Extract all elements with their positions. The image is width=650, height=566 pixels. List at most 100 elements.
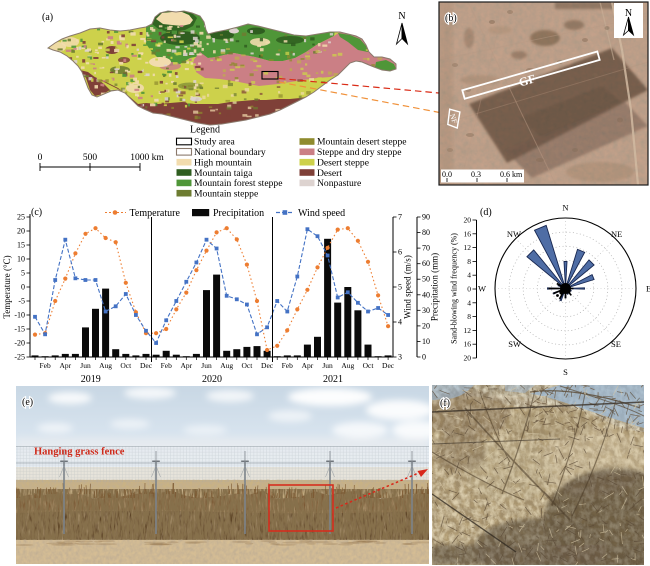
svg-text:Hanging grass fence: Hanging grass fence [34,447,125,458]
svg-text:Aug: Aug [99,361,112,370]
svg-text:N: N [398,11,405,22]
svg-text:6: 6 [398,248,402,257]
svg-text:12: 12 [464,326,472,335]
svg-text:12: 12 [464,243,472,252]
svg-text:SE: SE [611,339,621,349]
svg-text:4: 4 [398,318,402,327]
svg-text:Feb: Feb [282,361,294,370]
svg-text:Study area: Study area [194,137,236,148]
svg-text:4: 4 [467,271,471,280]
svg-text:Mountain forest steppe: Mountain forest steppe [194,178,282,189]
svg-text:20: 20 [464,354,472,363]
svg-text:Legend: Legend [190,125,220,136]
svg-text:60: 60 [422,259,430,268]
svg-text:(f): (f) [440,398,450,409]
svg-text:20: 20 [464,216,472,225]
svg-text:20: 20 [17,227,25,236]
svg-text:0: 0 [38,153,43,163]
svg-text:Oct: Oct [241,361,253,370]
svg-text:Oct: Oct [363,361,375,370]
svg-text:2019: 2019 [81,374,101,385]
svg-text:8: 8 [467,257,471,266]
svg-text:Jun: Jun [322,361,333,370]
svg-text:3: 3 [398,353,402,362]
svg-text:National boundary: National boundary [194,147,266,158]
svg-text:W: W [478,284,486,294]
svg-text:N: N [562,203,568,213]
svg-text:Nonpasture: Nonpasture [317,178,361,189]
svg-text:(e): (e) [22,397,33,408]
svg-text:(c): (c) [31,207,42,218]
svg-text:Apr: Apr [180,361,192,370]
svg-text:Wind speed: Wind speed [298,208,345,219]
svg-text:N: N [625,8,632,19]
svg-text:0: 0 [21,283,25,292]
svg-text:0.6 km: 0.6 km [500,170,523,179]
svg-text:70: 70 [422,244,430,253]
svg-text:-10: -10 [14,311,25,320]
svg-text:Steppe and dry steppe: Steppe and dry steppe [317,147,401,158]
svg-text:Jun: Jun [80,361,91,370]
svg-text:S: S [563,367,568,377]
svg-text:Desert: Desert [317,168,342,179]
svg-text:Temperature (°C): Temperature (°C) [2,255,12,318]
svg-text:90: 90 [422,213,430,222]
svg-text:GF: GF [517,71,537,89]
svg-text:5: 5 [398,283,402,292]
svg-text:10: 10 [17,255,25,264]
svg-text:7: 7 [398,213,402,222]
svg-text:2020: 2020 [202,374,222,385]
svg-text:16: 16 [464,340,472,349]
svg-text:Precipitation: Precipitation [213,208,264,219]
svg-text:0: 0 [422,353,426,362]
svg-text:Mountain desert steppe: Mountain desert steppe [317,137,407,148]
svg-text:-5: -5 [18,297,25,306]
svg-text:8: 8 [467,312,471,321]
svg-text:Feb: Feb [161,361,173,370]
svg-text:Oct: Oct [120,361,132,370]
svg-text:30: 30 [422,306,430,315]
svg-text:15: 15 [17,241,25,250]
svg-text:Apr: Apr [59,361,71,370]
svg-text:0: 0 [467,285,471,294]
svg-text:Mountain steppe: Mountain steppe [194,188,258,199]
svg-text:(a): (a) [42,12,53,23]
svg-text:4: 4 [467,298,471,307]
svg-text:Dec: Dec [140,361,153,370]
svg-text:Precipitation (mm): Precipitation (mm) [430,253,440,321]
svg-text:Aug: Aug [220,361,233,370]
svg-text:E: E [646,284,650,294]
svg-text:(d): (d) [480,207,492,218]
svg-text:2021: 2021 [323,374,343,385]
svg-text:Wind speed (m/s): Wind speed (m/s) [403,255,413,319]
svg-text:Desert steppe: Desert steppe [317,157,369,168]
svg-text:40: 40 [422,290,430,299]
svg-text:50: 50 [422,275,430,284]
svg-text:NF: NF [448,113,460,125]
svg-text:Temperature: Temperature [130,208,181,219]
svg-text:5: 5 [21,269,25,278]
svg-text:Dec: Dec [382,361,395,370]
svg-text:-25: -25 [14,353,25,362]
svg-text:20: 20 [422,321,430,330]
svg-text:80: 80 [422,228,430,237]
svg-text:-20: -20 [14,339,25,348]
svg-text:Mountain taiga: Mountain taiga [194,168,253,179]
svg-text:Dec: Dec [261,361,274,370]
svg-text:Aug: Aug [341,361,354,370]
svg-text:16: 16 [464,229,472,238]
svg-text:SW: SW [508,339,521,349]
svg-text:10: 10 [422,337,430,346]
svg-text:Sand-blowing wind frequency (%: Sand-blowing wind frequency (%) [450,233,459,344]
svg-text:High mountain: High mountain [194,157,252,168]
svg-text:NW: NW [507,229,521,239]
svg-text:-15: -15 [14,325,25,334]
svg-text:0.3: 0.3 [471,170,481,179]
svg-text:Apr: Apr [302,361,314,370]
svg-text:1000 km: 1000 km [130,153,164,163]
svg-text:25: 25 [17,213,25,222]
svg-text:Feb: Feb [39,361,51,370]
svg-text:NE: NE [611,229,622,239]
svg-text:(b): (b) [445,13,457,24]
svg-text:Jun: Jun [201,361,212,370]
